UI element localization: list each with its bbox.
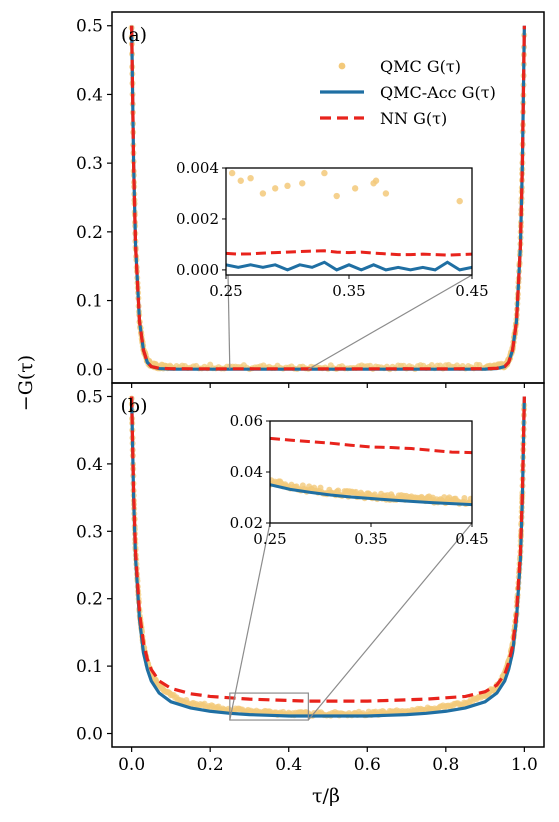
- legend-marker-qmc: [338, 62, 346, 70]
- inset-qmc-point: [299, 180, 306, 187]
- x-tick-label: 0.0: [118, 755, 145, 775]
- inset-y-tick-label: 0.000: [176, 261, 219, 279]
- inset: 0.02 0.04 0.06 0.25 0.35 0.45: [230, 412, 489, 548]
- y-tick-label: 0.3: [76, 522, 103, 542]
- inset-qmc-point: [272, 185, 279, 192]
- y-tick-label: 0.3: [76, 154, 103, 174]
- series-qmc-acc-line: [130, 396, 526, 718]
- inset-qmc-acc-line: [226, 260, 472, 272]
- inset-y-tick-label: 0.002: [176, 210, 219, 228]
- inset-qmc-point: [333, 192, 340, 200]
- inset-qmc-point: [284, 182, 291, 190]
- legend-item-qmc: QMC G(τ): [338, 57, 461, 76]
- inset-x-tick-label: 0.45: [455, 282, 488, 300]
- plot-area: [128, 395, 528, 719]
- inset-qmc-point: [456, 197, 463, 205]
- inset-background: [270, 421, 472, 523]
- inset-qmc-point: [335, 487, 342, 494]
- y-tick-label: 0.1: [76, 657, 103, 677]
- inset-nn-line: [226, 249, 472, 257]
- x-tick-label: 0.4: [275, 755, 302, 775]
- inset-y-tick-label: 0.04: [230, 463, 263, 481]
- y-tick-label: 0.0: [76, 360, 103, 380]
- x-tick-label: 1.0: [511, 755, 538, 775]
- y-axis-label: −G(τ): [15, 355, 37, 411]
- y-tick-label: 0.0: [76, 725, 103, 745]
- inset-qmc-point: [382, 190, 390, 197]
- panel-label: (a): [121, 24, 147, 46]
- inset-x-tick-label: 0.35: [354, 530, 387, 548]
- plot-area: [128, 24, 528, 373]
- inset-qmc-point: [461, 494, 468, 501]
- zoom-box: [229, 692, 309, 721]
- inset: 0.000 0.002 0.004 0.25 0.35 0.45: [176, 159, 489, 300]
- inset-y-tick-label: 0.06: [230, 412, 263, 430]
- axes-frame: [111, 382, 545, 748]
- inset-qmc-point: [467, 495, 472, 502]
- inset-qmc-point: [321, 169, 328, 177]
- inset-qmc-point: [228, 169, 236, 177]
- y-tick-label: 0.2: [76, 223, 103, 243]
- legend-label: QMC-Acc G(τ): [380, 83, 496, 102]
- y-tick-label: 0.1: [76, 292, 103, 312]
- legend-item-nn: NN G(τ): [320, 109, 447, 128]
- legend: QMC G(τ) QMC-Acc G(τ) NN G(τ): [320, 57, 496, 128]
- y-tick-label: 0.4: [76, 455, 103, 475]
- panel-b: 0.0 0.1 0.2 0.3 0.4 0.5 0.0 0.2 0.4 0.6 0.8 1.0 (b) 0…: [76, 382, 545, 775]
- inset-x-tick-label: 0.25: [253, 530, 286, 548]
- x-tick-label: 0.2: [197, 755, 224, 775]
- y-tick-label: 0.5: [76, 387, 103, 407]
- inset-x-tick-label: 0.45: [455, 530, 488, 548]
- inset-nn-line: [270, 436, 472, 455]
- zoom-connector: [307, 522, 473, 721]
- zoom-connector: [229, 522, 271, 721]
- inset-x-tick-label: 0.25: [209, 282, 242, 300]
- inset-qmc-point: [237, 177, 244, 184]
- inset-plot-area: [270, 436, 472, 507]
- x-axis-label: τ/β: [312, 785, 340, 807]
- x-tick-label: 0.8: [432, 755, 459, 775]
- inset-qmc-point: [351, 185, 359, 192]
- panel-a: 0.0 0.1 0.2 0.3 0.4 0.5 (a) 0.000 0.002 0.004 0.25…: [76, 11, 545, 388]
- y-tick-label: 0.4: [76, 85, 103, 105]
- inset-qmc-point: [372, 177, 380, 184]
- inset-x-tick-label: 0.35: [332, 282, 365, 300]
- plot-layer: 0.0 0.1 0.2 0.3 0.4 0.5 (a) 0.000 0.002 0.004 0.25…: [76, 11, 545, 775]
- series-nn-line: [130, 25, 526, 371]
- inset-qmc-acc-line: [270, 483, 472, 507]
- inset-background: [226, 168, 472, 275]
- inset-qmc-point: [259, 190, 267, 197]
- y-tick-label: 0.2: [76, 590, 103, 610]
- legend-label: QMC G(τ): [380, 57, 461, 76]
- y-tick-label: 0.5: [76, 17, 103, 37]
- legend-label: NN G(τ): [380, 109, 447, 128]
- inset-qmc-point: [247, 174, 254, 182]
- inset-plot-area: [226, 169, 472, 272]
- x-tick-label: 0.6: [354, 755, 381, 775]
- inset-y-tick-label: 0.02: [230, 514, 263, 532]
- series-nn-line: [130, 396, 526, 703]
- zoom-connector: [308, 274, 473, 370]
- legend-item-acc: QMC-Acc G(τ): [320, 83, 496, 102]
- inset-y-tick-label: 0.004: [176, 159, 219, 177]
- panel-label: (b): [121, 395, 148, 417]
